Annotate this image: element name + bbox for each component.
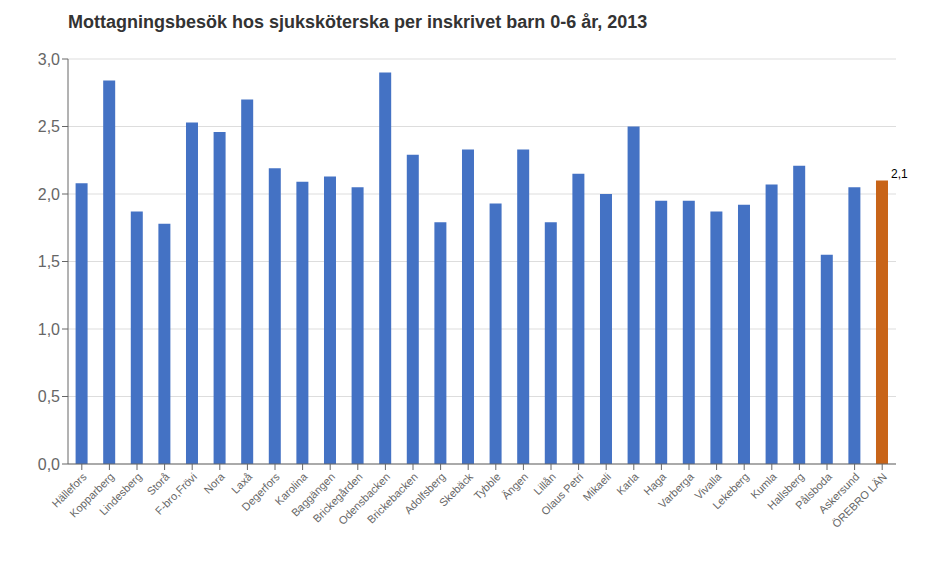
svg-text:Ängen: Ängen: [499, 470, 530, 501]
svg-text:0,5: 0,5: [38, 388, 60, 405]
svg-text:Skebäck: Skebäck: [437, 470, 476, 509]
svg-text:2,1: 2,1: [891, 167, 908, 181]
html-text:Mottagningsbesök hos sjuksköte: Mottagningsbesök hos sjuksköterska per i…: [68, 12, 648, 32]
svg-text:3,0: 3,0: [38, 51, 60, 68]
svg-text:Haga: Haga: [641, 470, 669, 498]
svg-text:ÖREBRO LÄN: ÖREBRO LÄN: [830, 470, 890, 530]
svg-text:Kopparberg: Kopparberg: [67, 470, 117, 520]
svg-text:Mikaeli: Mikaeli: [580, 470, 613, 503]
svg-text:Tybble: Tybble: [471, 470, 502, 501]
svg-text:Varberga: Varberga: [656, 470, 697, 511]
svg-text:Vivalla: Vivalla: [692, 470, 724, 502]
svg-text:Lillån: Lillån: [531, 470, 558, 498]
svg-text:Lekeberg: Lekeberg: [710, 470, 751, 511]
svg-text:Kumla: Kumla: [748, 470, 779, 501]
svg-text:Hallsberg: Hallsberg: [765, 470, 807, 512]
svg-text:Brickegården: Brickegården: [310, 470, 365, 525]
svg-text:Brickebacken: Brickebacken: [364, 470, 420, 526]
svg-text:2,0: 2,0: [38, 186, 60, 203]
svg-text:Nora: Nora: [201, 470, 227, 496]
svg-text:F-bro,Frövi: F-bro,Frövi: [153, 470, 200, 517]
svg-text:1,5: 1,5: [38, 253, 60, 270]
svg-text:Baggängen: Baggängen: [288, 470, 338, 519]
svg-text:0,0: 0,0: [38, 456, 60, 473]
svg-text:Karolina: Karolina: [272, 470, 310, 508]
svg-text:Olaus Petri: Olaus Petri: [539, 470, 586, 517]
svg-text:Lindesberg: Lindesberg: [97, 470, 144, 517]
svg-text:Pålsboda: Pålsboda: [793, 470, 834, 512]
svg-text:Hällefors: Hällefors: [49, 470, 89, 510]
svg-text:Degerfors: Degerfors: [239, 470, 282, 513]
svg-text:Askersund: Askersund: [816, 470, 862, 516]
svg-text:2,5: 2,5: [38, 118, 60, 135]
svg-text:Adolfsberg: Adolfsberg: [402, 470, 448, 516]
svg-text:Karla: Karla: [614, 470, 641, 497]
svg-text:1,0: 1,0: [38, 321, 60, 338]
svg-text:Odensbacken: Odensbacken: [335, 470, 393, 527]
svg-text:Laxå: Laxå: [229, 470, 255, 496]
svg-text:Storå: Storå: [144, 470, 172, 498]
